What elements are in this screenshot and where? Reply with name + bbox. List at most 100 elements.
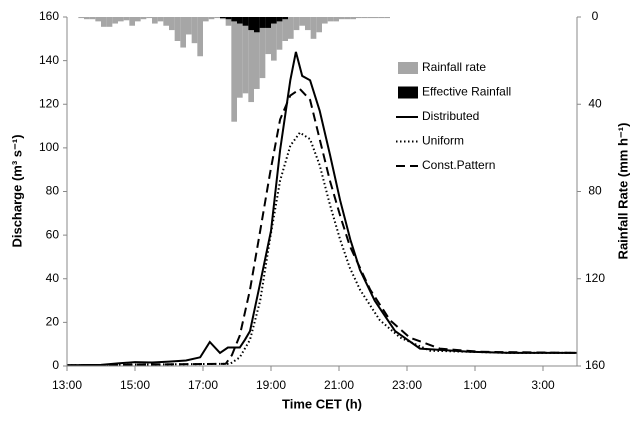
y-tick-label: 140 [39,53,59,67]
rain-bar [339,17,345,20]
legend-label: Const.Pattern [422,158,495,172]
rain-bar [259,17,266,79]
rain-bar [282,17,288,41]
legend-swatch [398,62,418,74]
rain-bar [203,17,209,22]
rain-bar [118,17,124,22]
x-tick-label: 13:00 [52,378,82,392]
y2-tick-label: 120 [585,271,605,285]
x-tick-label: 23:00 [392,378,422,392]
rain-bar [378,17,385,19]
rain-bar [101,17,107,27]
y-tick-label: 40 [46,271,60,285]
rain-bar [259,17,266,28]
rain-bar [191,17,198,44]
rain-bar [220,17,226,19]
rain-bar [367,17,373,19]
rain-bar [129,17,135,26]
rain-bar [293,17,300,31]
rain-bar [288,17,294,39]
y2-axis-title: Rainfall Rate (mm h⁻¹) [615,123,630,260]
y2-tick-label: 80 [588,184,602,198]
y2-tick-label: 40 [588,96,602,110]
y-tick-label: 80 [46,184,60,198]
rain-bar [333,17,339,22]
rain-bar [242,17,249,94]
rain-bar [152,17,158,24]
y-tick-label: 60 [46,227,60,241]
y-tick-label: 0 [52,358,59,372]
y-axis-title: Discharge (m³ s⁻¹) [9,134,24,247]
rain-bar [123,17,130,21]
rain-bar [225,17,232,26]
rain-bar [265,17,271,55]
y-tick-label: 120 [39,96,59,110]
rain-bar [350,17,356,20]
rain-bar [95,17,101,22]
x-axis-title: Time CET (h) [282,396,362,411]
rain-bar [197,17,203,57]
rain-bar [135,17,141,22]
rain-bar [344,17,351,20]
x-tick-label: 21:00 [324,378,354,392]
rain-bar [384,17,390,19]
rain-bar [305,17,311,31]
rain-bar [276,17,283,50]
rain-bar [265,17,271,28]
rain-bar [180,17,186,48]
rain-bar [327,17,334,22]
rain-bar [299,17,305,26]
y-tick-label: 160 [39,9,59,23]
rain-bar [84,17,90,20]
rain-bar [237,17,243,24]
legend-swatch [398,86,418,99]
rain-bar [169,17,175,31]
rain-bar [322,17,328,24]
rain-bar [106,17,113,27]
rain-bar [112,17,118,24]
rain-bar [242,17,249,26]
rain-bar [89,17,96,20]
rain-bar [361,17,368,19]
y2-tick-label: 0 [592,9,599,23]
rain-bar [78,17,84,19]
legend-label: Effective Rainfall [422,85,511,99]
rain-bar [248,17,254,103]
rain-bar [140,17,147,20]
rain-bar [214,17,220,19]
rain-bar [276,17,283,22]
rain-bar [271,17,277,24]
rain-bar [310,17,317,39]
rain-bar [225,17,232,20]
rain-bar [316,17,322,33]
rain-bar [282,17,288,20]
rain-bar [231,17,237,22]
legend-label: Distributed [422,109,479,123]
y-tick-label: 100 [39,140,59,154]
legend-label: Uniform [422,134,464,148]
x-tick-label: 3:00 [531,378,555,392]
discharge-line [66,51,577,367]
x-tick-label: 1:00 [463,378,487,392]
x-tick-label: 17:00 [188,378,218,392]
rain-bar [248,17,254,31]
discharge-line [66,131,577,367]
x-tick-label: 15:00 [120,378,150,392]
rain-bar [163,17,169,26]
discharge-line [66,87,578,367]
rain-bar [271,17,277,61]
rain-bar [373,17,379,19]
rain-bar [237,17,243,98]
legend-label: Rainfall rate [422,60,486,74]
rain-bar [186,17,192,35]
rain-bar [157,17,164,22]
x-tick-label: 19:00 [256,378,286,392]
y-tick-label: 20 [46,315,60,329]
rain-bar [174,17,181,41]
rain-bar [208,17,215,20]
rain-bar [231,17,237,122]
rain-bar [254,17,260,33]
rain-bar [356,17,362,19]
rain-bar [146,17,152,19]
